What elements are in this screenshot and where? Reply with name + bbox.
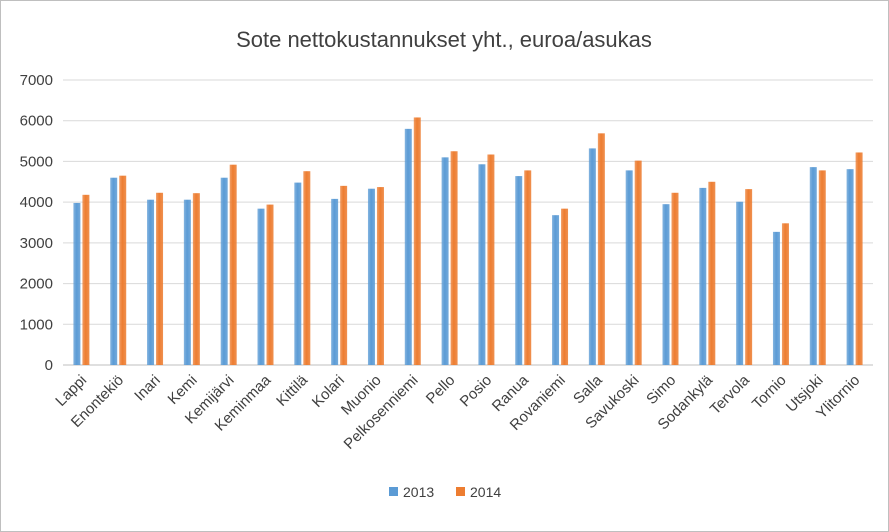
bar-2014-pelkosenniemi — [413, 117, 421, 365]
bar-2014-salla — [597, 133, 605, 365]
legend-label-2013: 2013 — [403, 484, 434, 500]
bar-2014-tornio — [781, 223, 789, 365]
bar-2014-lappi — [82, 194, 90, 365]
bar-2014-kemijärvi — [229, 164, 237, 365]
bar-2014-savukoski — [634, 160, 642, 365]
bar-2014-simo — [671, 192, 679, 365]
bar-2013-kemi — [183, 199, 191, 365]
bar-2013-utsjoki — [809, 167, 817, 365]
bar-2014-rovaniemi — [561, 208, 569, 365]
bar-2014-enontekiö — [119, 175, 127, 365]
y-tick-label: 5000 — [20, 153, 53, 170]
y-axis-ticks: 0 1000 2000 3000 4000 5000 6000 7000 — [20, 72, 53, 374]
bar-2013-salla — [588, 148, 596, 365]
y-tick-label: 0 — [45, 357, 53, 374]
y-tick-label: 4000 — [20, 194, 53, 211]
bar-2013-muonio — [367, 188, 375, 365]
bar-2014-ylitornio — [855, 152, 863, 365]
bar-2013-lappi — [73, 202, 81, 365]
bar-2014-ranua — [524, 170, 532, 365]
bar-2014-kittilä — [303, 171, 311, 365]
bar-2014-kemi — [192, 193, 200, 365]
x-tick-label: Inari — [131, 372, 164, 405]
bar-2013-kittilä — [294, 182, 302, 365]
bar-2013-posio — [478, 164, 486, 365]
y-tick-label: 7000 — [20, 72, 53, 89]
bar-2013-kemijärvi — [220, 177, 228, 365]
bar-2014-keminmaa — [266, 204, 274, 365]
bar-2014-utsjoki — [818, 170, 826, 365]
bar-2013-pelkosenniemi — [404, 128, 412, 365]
legend-swatch-2013 — [389, 487, 398, 496]
bar-2013-enontekiö — [110, 177, 118, 365]
bar-2014-sodankylä — [708, 181, 716, 365]
legend: 2013 2014 — [389, 484, 501, 500]
x-tick-label: Kittilä — [273, 371, 311, 409]
bar-2013-simo — [662, 204, 670, 365]
bar-2014-kolari — [340, 185, 348, 365]
bar-2013-ranua — [515, 176, 523, 365]
legend-label-2014: 2014 — [470, 484, 501, 500]
bar-2013-keminmaa — [257, 208, 265, 365]
legend-swatch-2014 — [456, 487, 465, 496]
y-tick-label: 1000 — [20, 316, 53, 333]
bar-2013-rovaniemi — [552, 215, 560, 365]
bar-2013-pello — [441, 157, 449, 365]
chart-title: Sote nettokustannukset yht., euroa/asuka… — [236, 27, 652, 52]
bar-2014-inari — [156, 192, 164, 365]
x-tick-label: Tervola — [707, 371, 754, 418]
bar-2013-kolari — [331, 198, 339, 365]
bar-2013-savukoski — [625, 170, 633, 365]
bar-2014-pello — [450, 151, 458, 365]
bar-2013-tornio — [772, 231, 780, 365]
bar-2014-tervola — [745, 189, 753, 365]
bar-2014-muonio — [376, 187, 384, 365]
bar-2013-inari — [147, 199, 155, 365]
x-tick-label: Tornio — [749, 372, 790, 413]
bar-2013-ylitornio — [846, 169, 854, 365]
bar-2013-tervola — [736, 201, 744, 365]
y-tick-label: 2000 — [20, 276, 53, 293]
bars — [73, 117, 863, 365]
y-tick-label: 6000 — [20, 113, 53, 130]
y-tick-label: 3000 — [20, 235, 53, 252]
bar-2013-sodankylä — [699, 187, 707, 365]
x-tick-label: Pello — [423, 372, 459, 408]
bar-2014-posio — [487, 154, 495, 365]
